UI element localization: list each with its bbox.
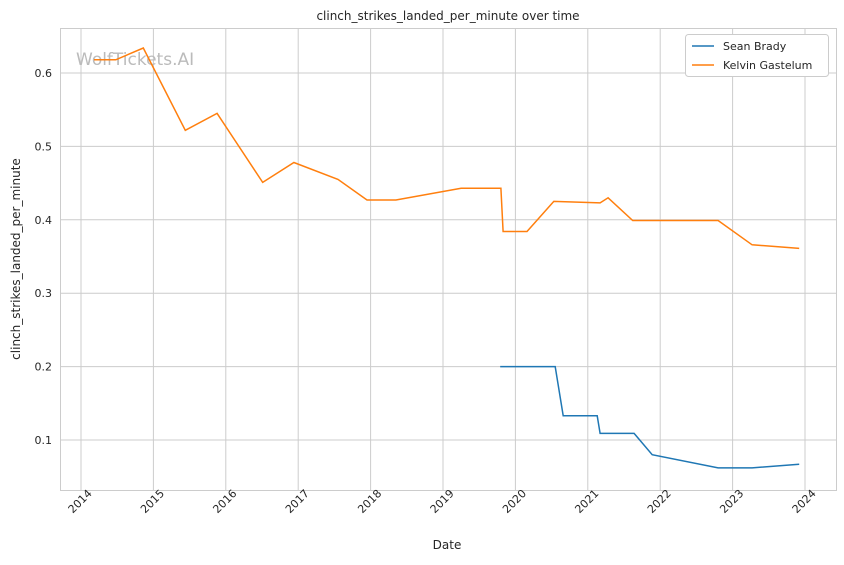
x-tick-label: 2021 [572,487,601,516]
legend-label: Kelvin Gastelum [723,59,812,72]
grid [60,28,836,490]
x-axis-label: Date [433,538,462,552]
y-tick-label: 0.3 [35,287,53,300]
x-tick-label: 2017 [283,487,312,516]
watermark: WolfTickets.AI [76,50,194,70]
x-tick-label: 2019 [428,487,457,516]
y-tick-label: 0.6 [35,67,53,80]
x-tick-label: 2022 [645,487,674,516]
series-line-kelvin-gastelum [94,47,800,250]
y-axis-label: clinch_strikes_landed_per_minute [9,158,23,360]
x-tick-label: 2023 [717,487,746,516]
legend-label: Sean Brady [723,40,787,53]
y-tick-label: 0.4 [35,214,53,227]
tick-labels: 2014 2015 2016 2017 2018 2019 2020 2021 2022 2023… [35,67,819,516]
legend-box [685,34,829,77]
y-tick-label: 0.1 [35,434,53,447]
x-tick-label: 2016 [210,487,239,516]
x-tick-label: 2015 [138,487,167,516]
y-tick-label: 0.2 [35,361,53,374]
plot-frame [60,28,837,491]
x-tick-label: 2014 [66,487,95,516]
series-lines [94,47,800,469]
y-tick-label: 0.5 [35,140,53,153]
x-tick-label: 2020 [500,487,529,516]
x-tick-label: 2018 [355,487,384,516]
x-tick-label: 2024 [790,487,819,516]
series-line-sean-brady [500,365,800,469]
chart-title: clinch_strikes_landed_per_minute over ti… [316,9,579,23]
legend: Sean Brady Kelvin Gastelum [685,34,829,77]
